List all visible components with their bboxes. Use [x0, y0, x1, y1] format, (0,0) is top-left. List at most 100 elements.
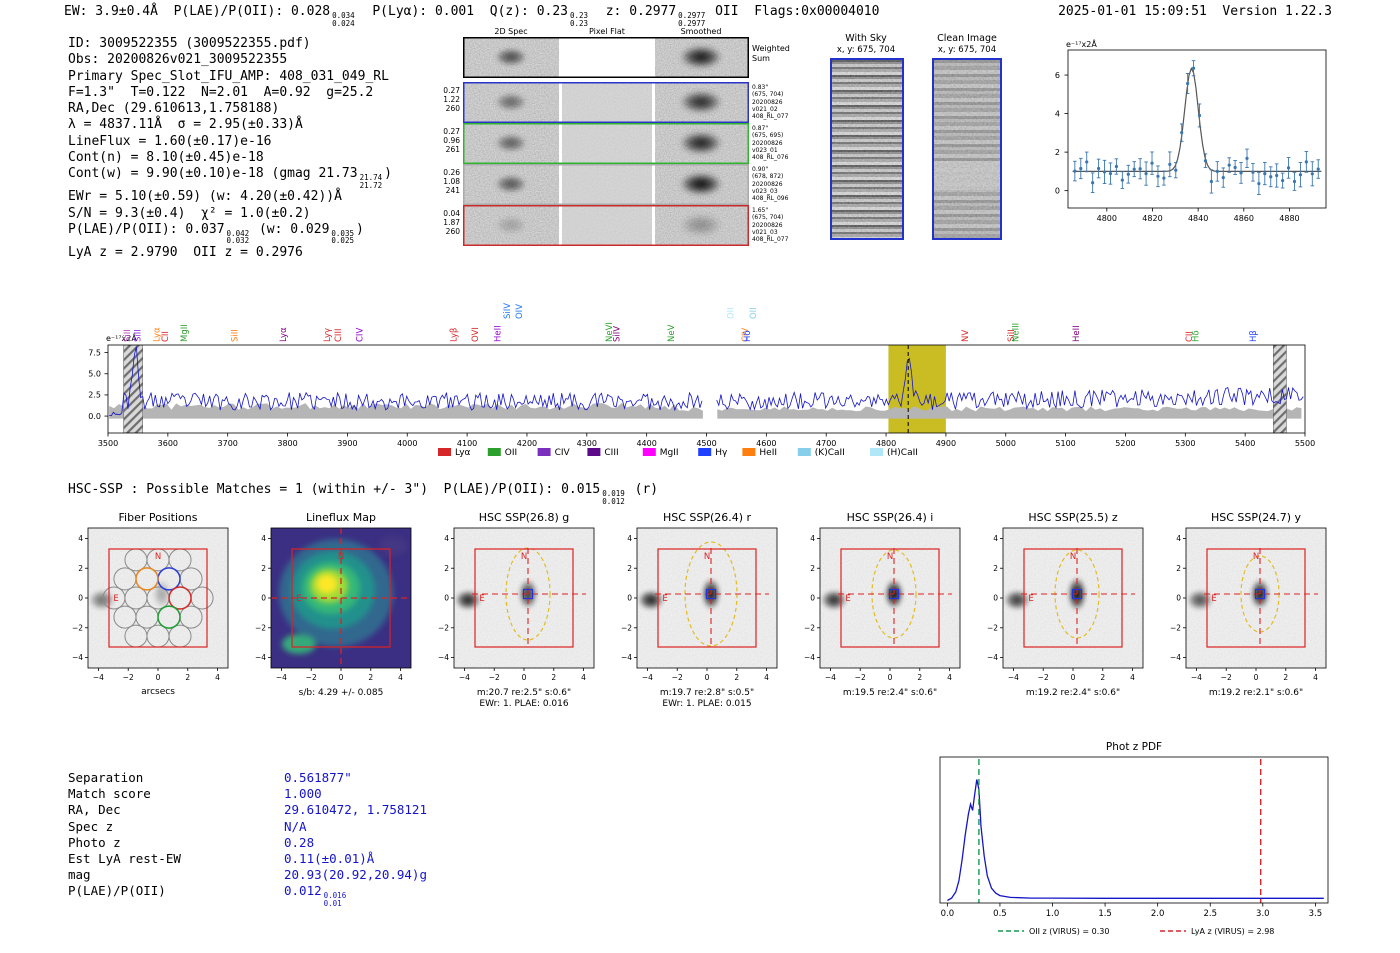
spec2d-row-left-label: 0.27 1.22 260 — [443, 86, 460, 114]
svg-text:4800: 4800 — [876, 439, 896, 448]
cutout-hsc-r: HSC SSP(26.4) r N E −4 −4 −2 −2 0 0 2 2 4 4 m:19.7 re… — [621, 511, 778, 709]
svg-text:−4: −4 — [1191, 673, 1202, 682]
svg-text:2: 2 — [551, 673, 556, 682]
spec2d-fiber-row — [463, 205, 749, 246]
svg-text:E: E — [1211, 594, 1216, 604]
svg-text:4400: 4400 — [636, 439, 656, 448]
svg-text:0: 0 — [1071, 673, 1076, 682]
match-field-value: N/A — [284, 818, 307, 834]
svg-text:m:19.2 re:2.1" s:0.6": m:19.2 re:2.1" s:0.6" — [1209, 688, 1303, 698]
svg-text:3800: 3800 — [277, 439, 297, 448]
svg-text:−4: −4 — [1008, 673, 1019, 682]
svg-text:7.5: 7.5 — [88, 348, 101, 357]
match-row: Spec z N/A — [68, 819, 427, 835]
svg-text:HeII: HeII — [759, 448, 777, 458]
svg-text:arcsecs: arcsecs — [141, 687, 175, 697]
match-field-label: Match score — [68, 786, 151, 802]
svg-text:m:19.7 re:2.8" s:0.5": m:19.7 re:2.8" s:0.5" — [660, 688, 754, 698]
sky-noise-overlay — [832, 60, 902, 238]
svg-text:N: N — [1070, 552, 1076, 562]
svg-text:4700: 4700 — [816, 439, 836, 448]
match-field-value: 0.11(±0.01)Å — [284, 851, 375, 867]
timestamp-version: 2025-01-01 15:09:51 Version 1.22.3 — [1058, 4, 1332, 19]
svg-text:HeII: HeII — [494, 325, 504, 342]
svg-text:−2: −2 — [489, 673, 500, 682]
match-row: Separation 0.561877" — [68, 770, 427, 786]
svg-text:4600: 4600 — [756, 439, 776, 448]
info-line: P(LAE)/P(OII): 0.037 0.042 0.032 (w: 0.029… — [68, 221, 364, 246]
match-field-label: P(LAE)/P(OII) — [68, 883, 166, 899]
svg-text:3.5: 3.5 — [1309, 909, 1323, 919]
svg-text:m:19.5 re:2.4" s:0.6": m:19.5 re:2.4" s:0.6" — [843, 688, 937, 698]
svg-text:N: N — [887, 552, 893, 562]
svg-text:6: 6 — [1055, 71, 1060, 80]
svg-text:2: 2 — [810, 564, 815, 573]
svg-text:0.0: 0.0 — [88, 412, 101, 421]
svg-text:2: 2 — [444, 564, 449, 573]
svg-text:4000: 4000 — [397, 439, 417, 448]
svg-text:4860: 4860 — [1234, 214, 1254, 223]
svg-text:Fiber Positions: Fiber Positions — [119, 511, 198, 524]
svg-text:CIII: CIII — [334, 329, 344, 342]
svg-text:2.0: 2.0 — [1151, 909, 1165, 919]
svg-text:5400: 5400 — [1235, 439, 1255, 448]
svg-text:E: E — [296, 594, 301, 604]
svg-text:4: 4 — [215, 673, 220, 682]
svg-text:4: 4 — [261, 534, 266, 543]
detection-info: ID: 3009522355 (3009522355.pdf) Obs: 2020… — [68, 36, 392, 261]
info-line: LineFlux = 1.60(±0.17)e-16 — [68, 133, 272, 149]
match-field-value: 29.610472, 1.758121 — [284, 802, 427, 818]
clean-image-coords: x, y: 675, 704 — [937, 45, 997, 55]
svg-text:−2: −2 — [438, 623, 449, 632]
svg-text:5000: 5000 — [996, 439, 1016, 448]
svg-text:LyA z (VIRUS) = 2.98: LyA z (VIRUS) = 2.98 — [1191, 927, 1274, 936]
svg-text:−4: −4 — [459, 673, 470, 682]
svg-text:N: N — [155, 552, 161, 562]
spec2d-row-left-label: 0.27 0.96 261 — [443, 127, 460, 155]
svg-text:OII z (VIRUS) = 0.30: OII z (VIRUS) = 0.30 — [1029, 927, 1109, 936]
svg-text:−4: −4 — [276, 673, 287, 682]
spec2d-weighted-sum-row — [463, 37, 749, 78]
spec2d-row-left-label: 0.26 1.08 241 — [443, 168, 460, 196]
svg-text:0: 0 — [261, 594, 266, 603]
svg-text:OVI: OVI — [471, 327, 481, 342]
cutout-hsc-i: HSC SSP(26.4) i N E −4 −4 −2 −2 0 0 2 2 4 4 m:19.5 re… — [804, 511, 961, 698]
svg-text:0.0: 0.0 — [941, 909, 955, 919]
svg-text:CII: CII — [161, 331, 171, 342]
match-row: Est LyA rest-EW 0.11(±0.01)Å — [68, 851, 427, 867]
svg-text:−2: −2 — [1170, 623, 1181, 632]
svg-text:2: 2 — [261, 564, 266, 573]
svg-text:4880: 4880 — [1279, 214, 1299, 223]
svg-text:−4: −4 — [93, 673, 104, 682]
stacked-uncertainty: 21.74 21.72 — [359, 173, 383, 190]
spec2d-fiber-row — [463, 82, 749, 123]
svg-text:4: 4 — [764, 673, 769, 682]
svg-text:−2: −2 — [855, 673, 866, 682]
svg-text:Phot z PDF: Phot z PDF — [1106, 741, 1162, 753]
svg-text:3500: 3500 — [98, 439, 118, 448]
summary-header: EW: 3.9±0.4Å P(LAE)/P(OII): 0.028 0.034 0.… — [64, 4, 880, 28]
svg-text:4: 4 — [444, 534, 449, 543]
svg-text:4300: 4300 — [577, 439, 597, 448]
svg-text:2: 2 — [1283, 673, 1288, 682]
svg-text:0: 0 — [339, 673, 344, 682]
with-sky-coords: x, y: 675, 704 — [836, 45, 896, 55]
svg-text:4: 4 — [581, 673, 586, 682]
svg-text:2: 2 — [627, 564, 632, 573]
match-row: RA, Dec 29.610472, 1.758121 — [68, 802, 427, 818]
svg-text:−2: −2 — [72, 623, 83, 632]
svg-text:4: 4 — [1313, 673, 1318, 682]
svg-text:OII: OII — [505, 448, 517, 458]
svg-text:0: 0 — [522, 673, 527, 682]
svg-text:Hδ: Hδ — [1191, 330, 1201, 342]
svg-text:4: 4 — [810, 534, 815, 543]
svg-text:SiII: SiII — [123, 329, 133, 342]
spec2d-col-header: 2D Spec — [494, 27, 528, 36]
svg-text:E: E — [662, 594, 667, 604]
svg-text:4840: 4840 — [1188, 214, 1208, 223]
svg-text:HSC SSP(26.4) r: HSC SSP(26.4) r — [663, 511, 752, 524]
svg-text:2: 2 — [185, 673, 190, 682]
svg-text:4: 4 — [993, 534, 998, 543]
svg-text:Lineflux Map: Lineflux Map — [306, 511, 376, 524]
